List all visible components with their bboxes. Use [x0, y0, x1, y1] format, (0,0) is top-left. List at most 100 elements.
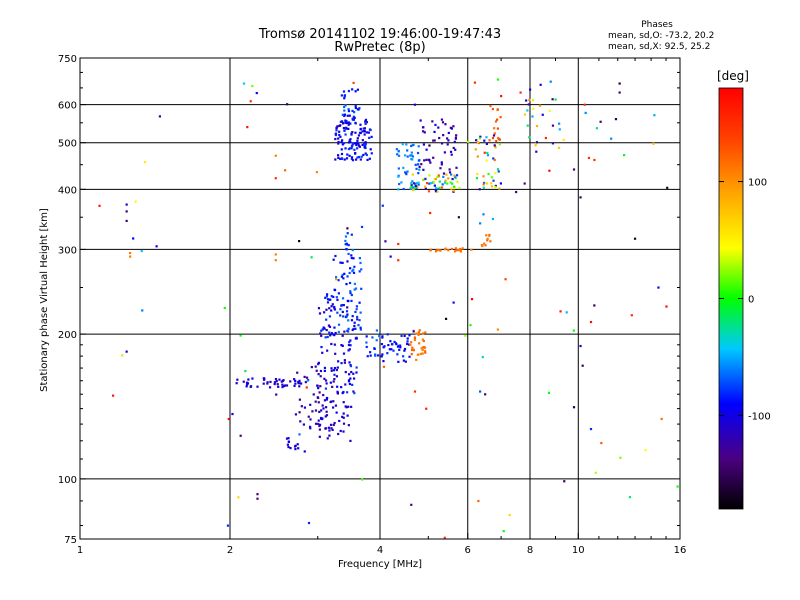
data-point	[357, 142, 360, 145]
data-point	[262, 382, 265, 385]
data-point	[478, 188, 481, 191]
data-point	[330, 309, 333, 312]
data-point	[317, 362, 320, 366]
data-point	[391, 343, 394, 346]
data-point	[326, 437, 329, 440]
data-point	[299, 420, 302, 423]
data-point	[354, 310, 357, 314]
data-point	[410, 341, 413, 344]
data-point	[274, 377, 278, 381]
data-point	[419, 352, 423, 356]
data-point	[325, 406, 328, 409]
data-point	[305, 386, 308, 389]
data-point	[470, 298, 474, 301]
data-point	[548, 169, 551, 172]
data-point	[353, 116, 356, 119]
data-point	[496, 168, 500, 171]
data-point	[421, 348, 424, 352]
data-point	[479, 222, 482, 225]
data-point	[482, 213, 485, 216]
data-point	[484, 393, 487, 396]
data-point	[294, 382, 297, 385]
data-point	[428, 174, 431, 177]
data-point	[343, 330, 346, 333]
data-point	[353, 142, 356, 145]
data-point	[316, 384, 319, 387]
y-tick-label: 600	[58, 101, 77, 112]
data-point	[483, 181, 486, 185]
data-point	[565, 311, 568, 314]
data-point	[562, 138, 565, 141]
data-point	[434, 177, 437, 181]
data-point	[386, 333, 389, 336]
data-point	[408, 334, 411, 337]
axis-ticks: 1 2 4 6 8 10 16 75 100 200 300 400 500 600 750	[58, 54, 686, 556]
data-point	[475, 139, 478, 142]
data-point	[398, 344, 402, 347]
data-point	[287, 437, 290, 440]
data-point	[421, 338, 424, 341]
data-point	[357, 144, 361, 147]
data-point	[405, 143, 408, 146]
data-point	[589, 320, 593, 324]
data-point	[414, 163, 417, 166]
data-point	[502, 530, 505, 533]
data-point	[526, 124, 529, 127]
data-point	[497, 170, 500, 173]
data-point	[318, 391, 321, 394]
data-point	[269, 380, 272, 383]
data-point	[354, 104, 357, 108]
data-point	[335, 296, 338, 299]
data-point	[415, 167, 418, 170]
data-point	[406, 155, 409, 158]
data-point	[348, 361, 351, 364]
data-point	[452, 189, 456, 192]
data-point	[535, 141, 539, 144]
data-point	[397, 360, 400, 363]
data-point	[660, 417, 663, 421]
data-point	[493, 144, 496, 147]
data-point	[332, 423, 335, 427]
data-point	[318, 428, 321, 431]
data-point	[500, 94, 503, 98]
data-point	[459, 249, 462, 252]
data-point	[326, 335, 329, 339]
data-point	[349, 267, 352, 270]
data-point	[444, 123, 447, 126]
data-point	[324, 427, 327, 430]
data-point	[363, 133, 366, 136]
data-point	[473, 81, 477, 84]
data-point	[401, 143, 404, 146]
data-point	[325, 295, 328, 298]
data-point	[538, 104, 542, 107]
data-point	[307, 415, 310, 418]
data-point	[349, 344, 352, 347]
data-point	[356, 108, 360, 111]
data-point	[633, 237, 637, 240]
data-point	[403, 349, 406, 352]
data-point	[408, 355, 411, 358]
data-point	[296, 371, 299, 374]
data-point	[424, 331, 427, 334]
data-point	[423, 131, 426, 134]
data-point	[349, 141, 352, 144]
data-point	[429, 211, 432, 215]
data-point	[317, 373, 320, 376]
data-point	[413, 103, 417, 106]
data-point	[289, 380, 292, 383]
data-point	[350, 157, 354, 160]
data-point	[363, 127, 367, 130]
data-point	[400, 334, 403, 338]
data-point	[356, 147, 359, 150]
data-point	[343, 114, 346, 118]
data-point	[480, 244, 483, 247]
data-point	[98, 204, 101, 207]
data-point	[411, 180, 414, 183]
data-point	[492, 157, 495, 160]
data-point	[324, 379, 328, 382]
data-point	[429, 248, 432, 251]
data-point	[346, 114, 349, 117]
data-point	[451, 182, 454, 185]
data-point	[345, 157, 349, 160]
data-point	[410, 154, 413, 157]
